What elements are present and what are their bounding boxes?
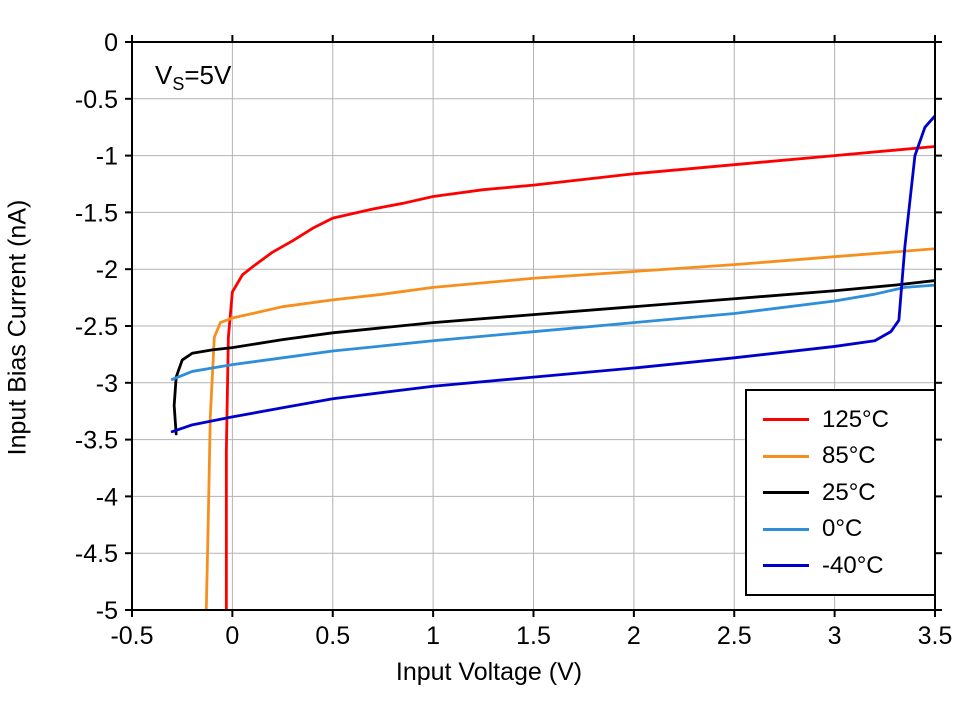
- y-tick-label: -0.5: [75, 86, 118, 114]
- legend-item: 25°C: [763, 478, 934, 506]
- legend-item: 0°C: [763, 517, 934, 541]
- legend-line-swatch: [763, 491, 809, 494]
- legend-label: 25°C: [822, 478, 876, 506]
- series-line-0°C: [170, 283, 935, 381]
- annotation-suffix: =5V: [184, 60, 232, 90]
- legend-line-swatch: [763, 418, 809, 421]
- supply-voltage-annotation: VS=5V: [155, 60, 231, 95]
- series-line-125°C: [224, 145, 935, 610]
- series-line-85°C: [204, 247, 935, 610]
- legend-label: 125°C: [822, 405, 889, 433]
- x-tick-label: 0.5: [315, 622, 350, 650]
- legend: 125°C 85°C 25°C 0°C -40°C: [745, 389, 936, 596]
- y-tick-label: -2: [96, 256, 118, 284]
- legend-label: 0°C: [822, 515, 863, 542]
- series-line--40°C: [170, 114, 935, 434]
- legend-item: 85°C: [763, 444, 934, 468]
- legend-line-swatch: [763, 564, 809, 567]
- legend-line-swatch: [763, 454, 809, 458]
- plot-frame: [131, 41, 936, 611]
- x-tick-label: 3: [828, 622, 842, 650]
- y-tick-label: -1.5: [75, 199, 118, 227]
- x-axis-title: Input Voltage (V): [395, 658, 583, 686]
- annotation-subscript: S: [172, 74, 185, 95]
- y-tick-label: -4.5: [75, 540, 118, 568]
- x-tick-label: 1.5: [516, 622, 551, 650]
- y-tick-label: -3: [96, 370, 118, 398]
- y-tick-label: -2.5: [75, 313, 118, 341]
- x-tick-label: 1: [426, 622, 440, 650]
- x-tick-label: 2.5: [717, 622, 752, 650]
- legend-label: 85°C: [822, 442, 876, 469]
- y-tick-label: -5: [96, 597, 118, 625]
- x-tick-label: -0.5: [110, 622, 153, 650]
- x-tick-label: 2: [627, 622, 641, 650]
- legend-item: 125°C: [763, 405, 934, 433]
- y-tick-label: 0: [104, 29, 118, 57]
- legend-line-swatch: [763, 527, 809, 531]
- y-tick-label: -4: [96, 483, 118, 511]
- legend-label: -40°C: [822, 551, 884, 579]
- annotation-prefix: V: [155, 60, 173, 90]
- x-tick-label: 0: [225, 622, 239, 650]
- y-axis-title: Input Bias Current (nA): [3, 199, 32, 456]
- y-tick-label: -3.5: [75, 427, 118, 455]
- legend-item: -40°C: [763, 551, 934, 579]
- x-tick-label: 3.5: [918, 622, 953, 650]
- y-tick-label: -1: [96, 143, 118, 171]
- series-line-25°C: [172, 279, 935, 436]
